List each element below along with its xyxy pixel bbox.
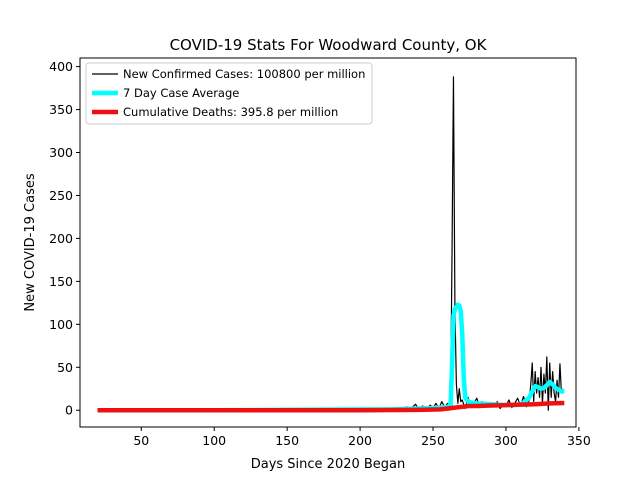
y-tick-label: 250 [49,188,73,203]
plot-frame [79,57,577,428]
chart-title: COVID-19 Stats For Woodward County, OK [170,36,488,54]
y-tick-label: 50 [57,360,73,375]
y-axis: 0 50 100 150 200 250 300 350 400 [49,59,80,418]
plot-area: 50 100 150 200 250 300 350 0 50 100 150 200 250 300 3… [49,57,591,448]
legend: New Confirmed Cases: 100800 per million … [85,62,373,125]
x-axis-label: Days Since 2020 Began [251,457,406,472]
x-tick-label: 100 [202,433,226,448]
y-axis-label: New COVID-19 Cases [23,173,38,311]
x-tick-label: 250 [421,433,445,448]
y-tick-label: 200 [49,231,73,246]
legend-label-7-day-average: 7 Day Case Average [123,86,239,100]
y-tick-label: 0 [65,403,73,418]
x-tick-label: 200 [348,433,372,448]
legend-box [85,62,373,125]
y-tick-label: 100 [49,317,73,332]
x-tick-label: 300 [494,433,518,448]
x-axis: 50 100 150 200 250 300 350 [133,427,591,448]
y-tick-label: 150 [49,274,73,289]
x-tick-label: 150 [275,433,299,448]
legend-label-new-cases: New Confirmed Cases: 100800 per million [123,67,365,81]
y-tick-label: 350 [49,102,73,117]
x-tick-label: 350 [567,433,591,448]
y-tick-label: 400 [49,59,73,74]
series-line-cumulative-deaths [97,400,565,413]
series-layer [97,76,565,413]
legend-label-cumulative-deaths: Cumulative Deaths: 395.8 per million [123,105,338,119]
x-tick-label: 50 [133,433,149,448]
y-tick-label: 300 [49,145,73,160]
